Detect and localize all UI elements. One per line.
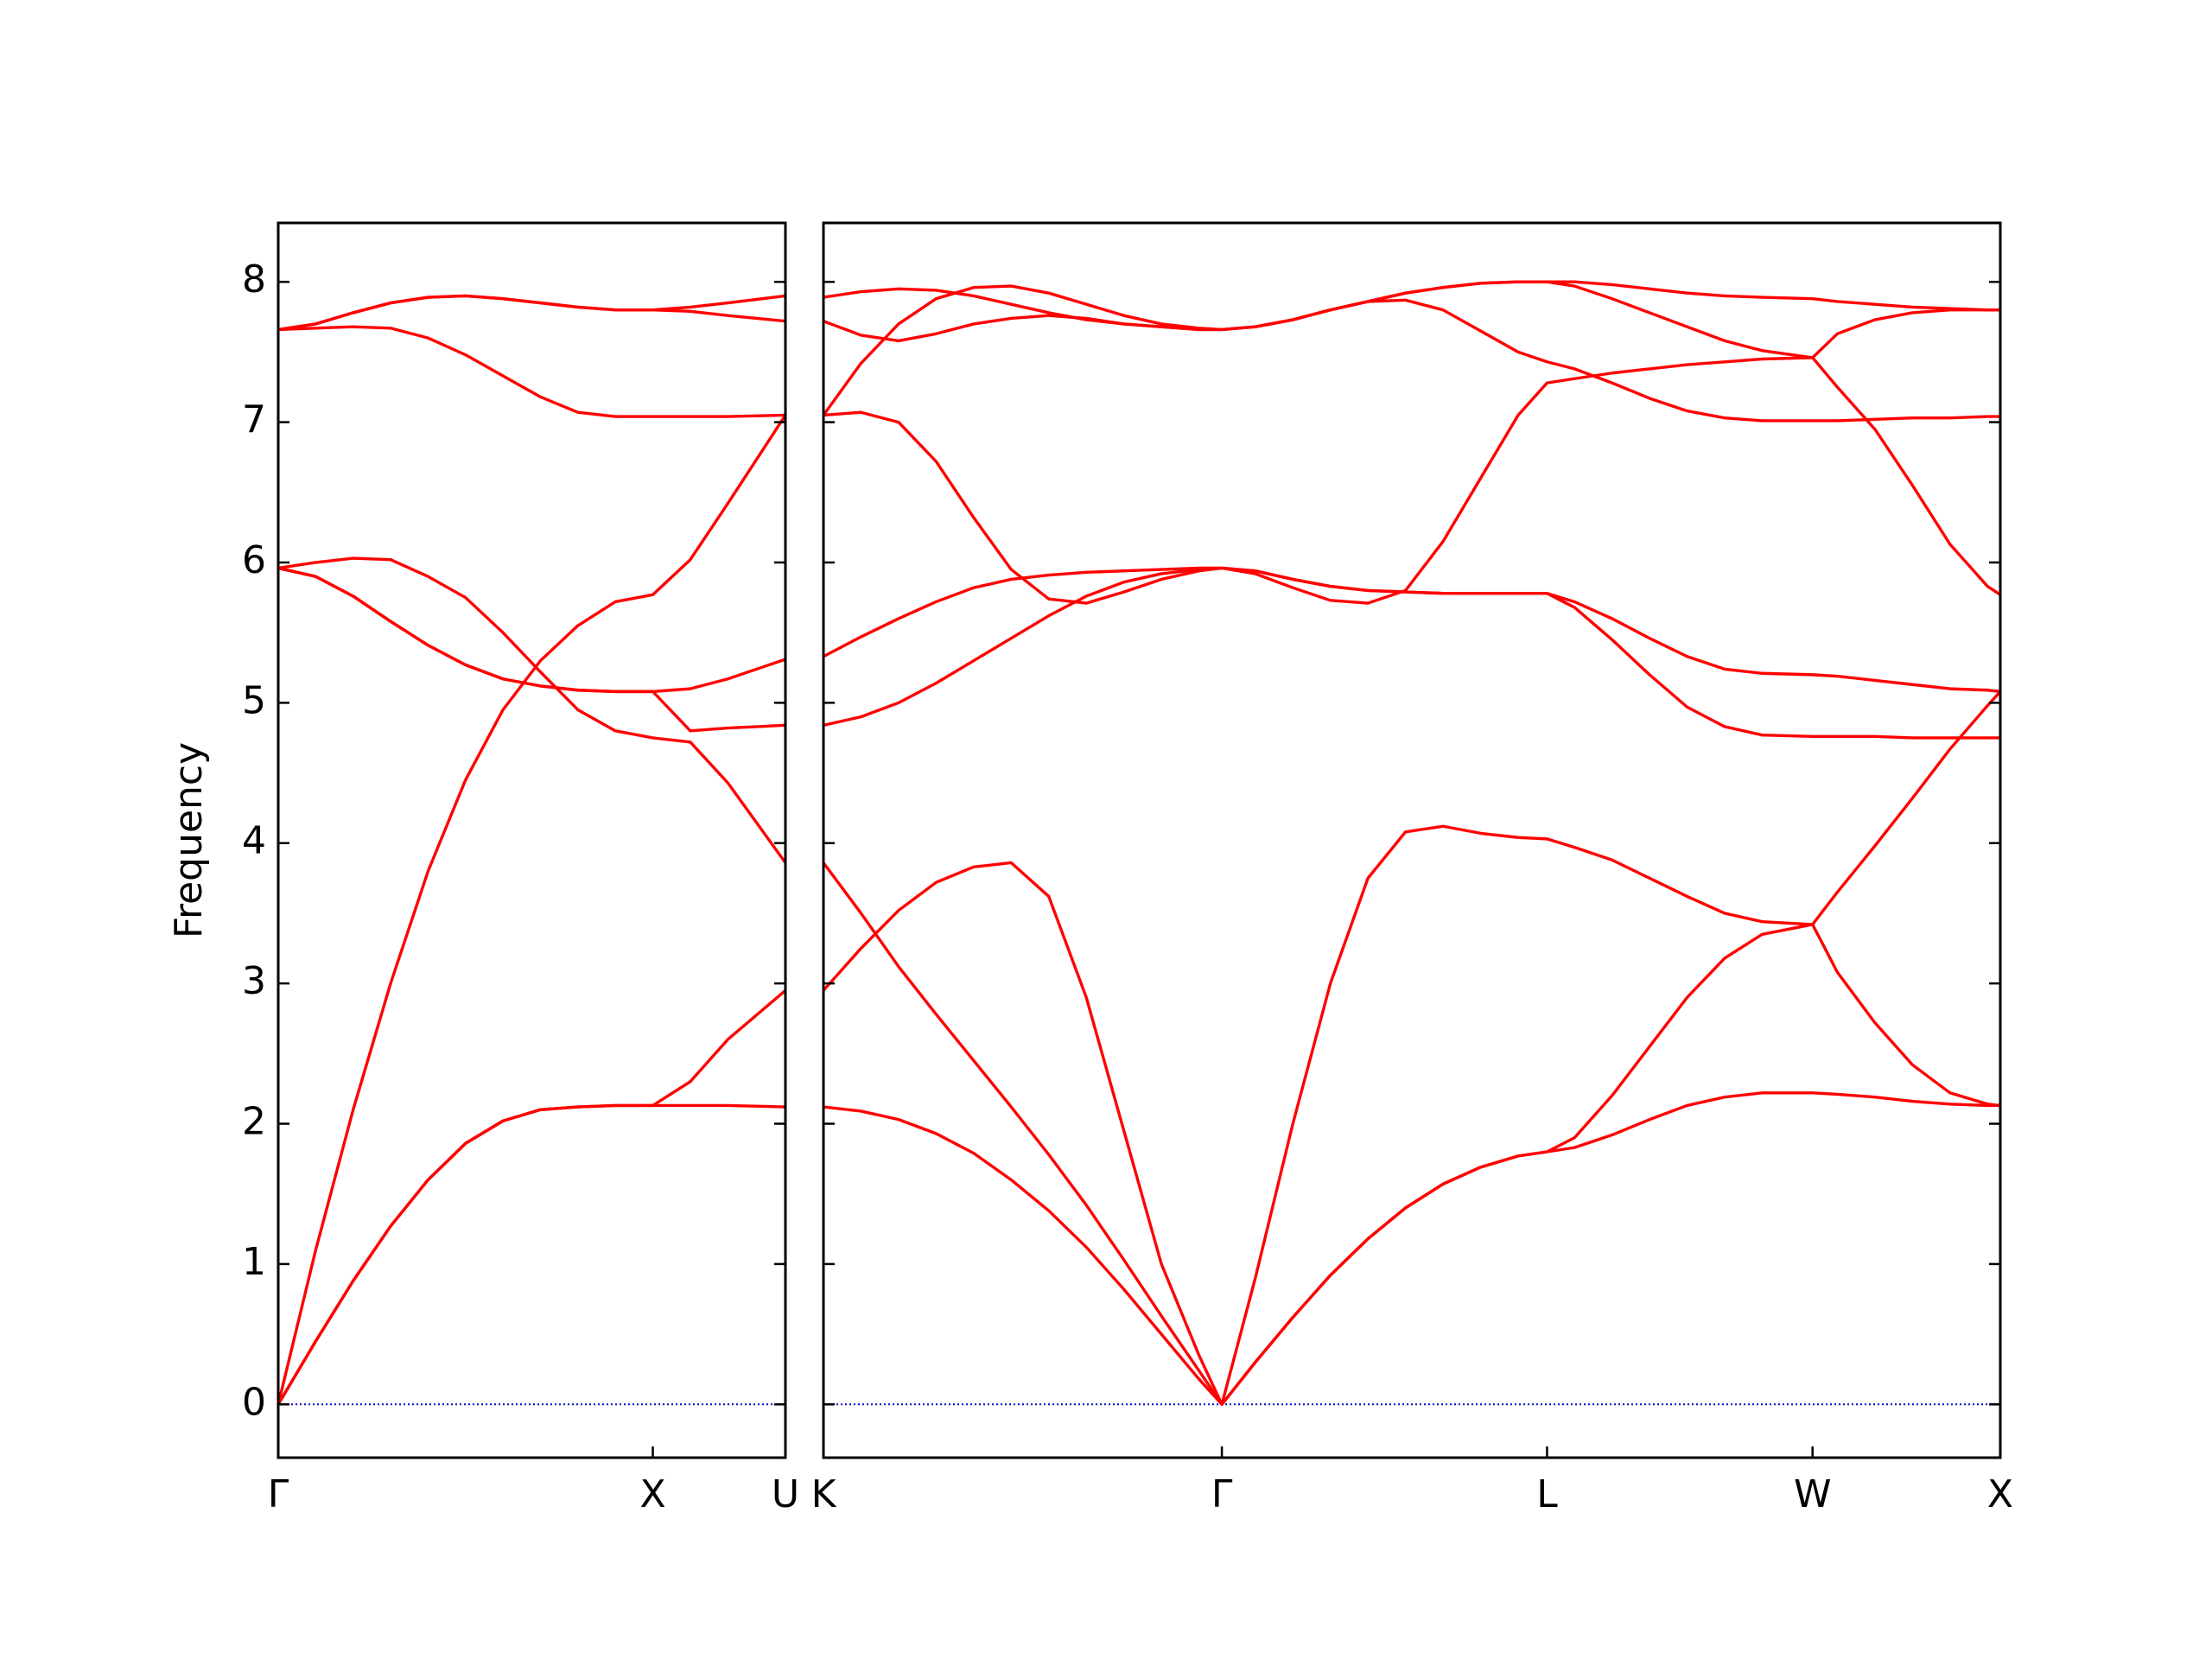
band-line xyxy=(823,280,2000,359)
band-line xyxy=(278,1103,785,1406)
band-line xyxy=(278,988,785,1406)
y-tick-label: 8 xyxy=(242,257,266,302)
band-line xyxy=(278,566,785,694)
band-line xyxy=(278,556,785,864)
plot-frame xyxy=(276,221,787,1459)
band-line xyxy=(823,1091,2000,1406)
y-axis-label: Frequency xyxy=(167,742,211,938)
band-line xyxy=(278,325,785,418)
x-tick-label: X xyxy=(639,1472,665,1516)
x-tick-label: Γ xyxy=(268,1472,289,1516)
y-tick-label: 0 xyxy=(242,1380,266,1424)
y-tick-label: 6 xyxy=(242,538,266,582)
y-tick-label: 7 xyxy=(242,398,266,442)
x-tick-label: W xyxy=(1794,1472,1832,1516)
x-tick-label: K xyxy=(811,1472,837,1516)
x-tick-label: U xyxy=(772,1472,799,1516)
plot-frame xyxy=(822,221,2002,1459)
band-line xyxy=(823,566,2000,694)
panel: 0 1 2 3 4 5 6 7 8 Γ X U Frequency xyxy=(167,221,799,1516)
band-line xyxy=(278,294,785,332)
band-line xyxy=(823,690,2000,1406)
y-tick-label: 4 xyxy=(242,819,266,863)
band-line xyxy=(278,566,785,733)
band-line xyxy=(823,861,2000,1406)
y-tick-label: 2 xyxy=(242,1100,266,1144)
band-line xyxy=(278,414,785,1405)
x-tick-label: Γ xyxy=(1211,1472,1233,1516)
y-tick-label: 1 xyxy=(242,1240,266,1284)
x-tick-label: X xyxy=(1987,1472,2013,1516)
y-tick-label: 5 xyxy=(242,678,266,722)
band-line xyxy=(823,287,2000,423)
x-tick-label: L xyxy=(1536,1472,1558,1516)
y-tick-label: 3 xyxy=(242,959,266,1003)
band-line xyxy=(823,356,2000,605)
